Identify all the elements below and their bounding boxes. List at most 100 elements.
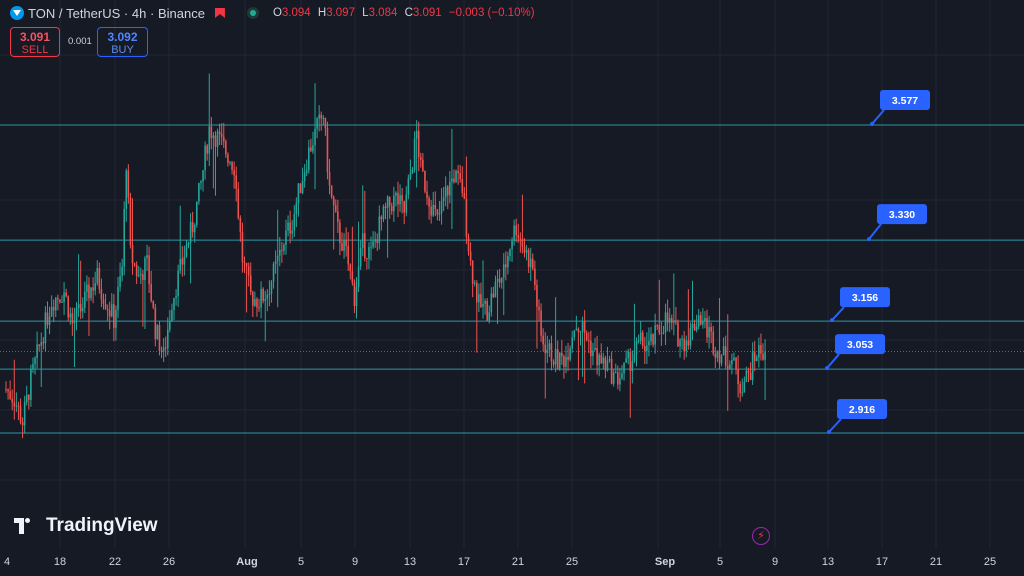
candle-body <box>442 197 445 202</box>
candle-body <box>596 347 598 366</box>
candle-body <box>515 225 518 236</box>
candle-body <box>364 233 366 259</box>
sell-button[interactable]: 3.091 SELL <box>10 27 60 57</box>
candle-body <box>484 301 486 304</box>
candle-body <box>558 352 561 370</box>
candle-body <box>662 332 665 334</box>
candle-body <box>550 343 553 362</box>
candle-body <box>370 246 372 248</box>
candle-body <box>316 118 318 129</box>
candle-body <box>368 247 370 259</box>
candle-body <box>397 192 399 205</box>
candle-body <box>760 345 762 354</box>
x-tick-label: 25 <box>984 556 996 568</box>
level-label[interactable] <box>840 287 890 308</box>
logo-text: TradingView <box>46 515 158 536</box>
candle-body <box>405 194 408 213</box>
candle-body <box>685 340 688 352</box>
candle-body <box>395 192 397 196</box>
candle-body <box>287 222 289 231</box>
candle-body <box>374 239 376 242</box>
candle-body <box>675 320 677 323</box>
level-label[interactable] <box>835 334 885 355</box>
x-tick-label: 17 <box>876 556 888 568</box>
candle-body <box>718 350 721 364</box>
x-tick-label: 13 <box>822 556 834 568</box>
candle-body <box>86 284 88 292</box>
candle-body <box>411 169 414 174</box>
candle-body <box>320 114 323 119</box>
x-tick-label: 26 <box>163 556 175 568</box>
candle-body <box>303 172 306 181</box>
candle-body <box>156 325 159 339</box>
candle-body <box>355 286 358 306</box>
level-label-text: 2.916 <box>849 404 875 416</box>
lightning-icon[interactable]: ⚡ <box>752 527 770 545</box>
candle-body <box>637 340 640 342</box>
candle-body <box>21 422 24 426</box>
level-label[interactable] <box>877 204 927 225</box>
level-label[interactable] <box>880 90 930 110</box>
candle-body <box>96 268 99 284</box>
candle-body <box>181 258 184 265</box>
candle-body <box>175 296 177 298</box>
flag-icon[interactable] <box>214 8 225 18</box>
candle-body <box>683 338 685 352</box>
candle-body <box>444 186 447 198</box>
candle-body <box>473 282 476 284</box>
candle-body <box>658 325 661 333</box>
candle-body <box>502 264 505 278</box>
candle-body <box>608 359 611 361</box>
x-tick-label: 5 <box>298 556 304 568</box>
x-tick-label: 13 <box>404 556 416 568</box>
candle-body <box>687 340 690 346</box>
candle-body <box>469 251 472 261</box>
market-status-icon[interactable] <box>246 7 259 19</box>
candle-body <box>245 262 248 267</box>
candle-body <box>222 136 225 142</box>
candle-body <box>113 304 115 328</box>
level-label[interactable] <box>837 399 887 419</box>
x-tick-label: 9 <box>772 556 778 568</box>
candle-body <box>34 357 36 364</box>
candle-body <box>652 334 654 345</box>
candle-body <box>376 239 379 243</box>
candle-body <box>747 370 750 373</box>
level-labels[interactable]: 3.577 3.330 3.156 3.053 2.916 <box>825 90 930 434</box>
candle-body <box>534 268 536 285</box>
label-pointer <box>826 353 840 369</box>
candle-body <box>127 170 130 198</box>
candle-body <box>187 242 190 245</box>
candle-body <box>453 178 455 183</box>
candle-body <box>643 346 646 351</box>
candle-body <box>84 291 86 308</box>
candle-body <box>639 332 642 341</box>
candle-body <box>554 349 557 365</box>
candle-body <box>73 320 76 324</box>
candle-body <box>216 131 219 147</box>
candle-body <box>480 293 482 307</box>
candle-body <box>399 195 401 205</box>
symbol[interactable]: TON <box>28 5 56 21</box>
x-tick-label: 21 <box>512 556 524 568</box>
quote-currency: TetherUS <box>66 5 121 21</box>
tradingview-logo[interactable]: TradingView <box>14 515 158 537</box>
candle-body <box>189 221 192 243</box>
candle-body <box>633 354 636 362</box>
candle-body <box>210 126 213 139</box>
candle-body <box>318 114 320 119</box>
candle-body <box>243 262 246 264</box>
candle-body <box>401 195 403 201</box>
candle-body <box>438 213 441 215</box>
candle-body <box>264 299 267 301</box>
candle-body <box>183 256 186 265</box>
candle-body <box>758 345 760 358</box>
candle-body <box>415 130 418 139</box>
candle-body <box>598 354 600 366</box>
candle-body <box>710 327 712 332</box>
buy-button[interactable]: 3.092 BUY <box>97 27 148 57</box>
interval[interactable]: 4h <box>131 5 147 21</box>
candle-body <box>235 175 238 189</box>
candle-body <box>59 299 61 303</box>
